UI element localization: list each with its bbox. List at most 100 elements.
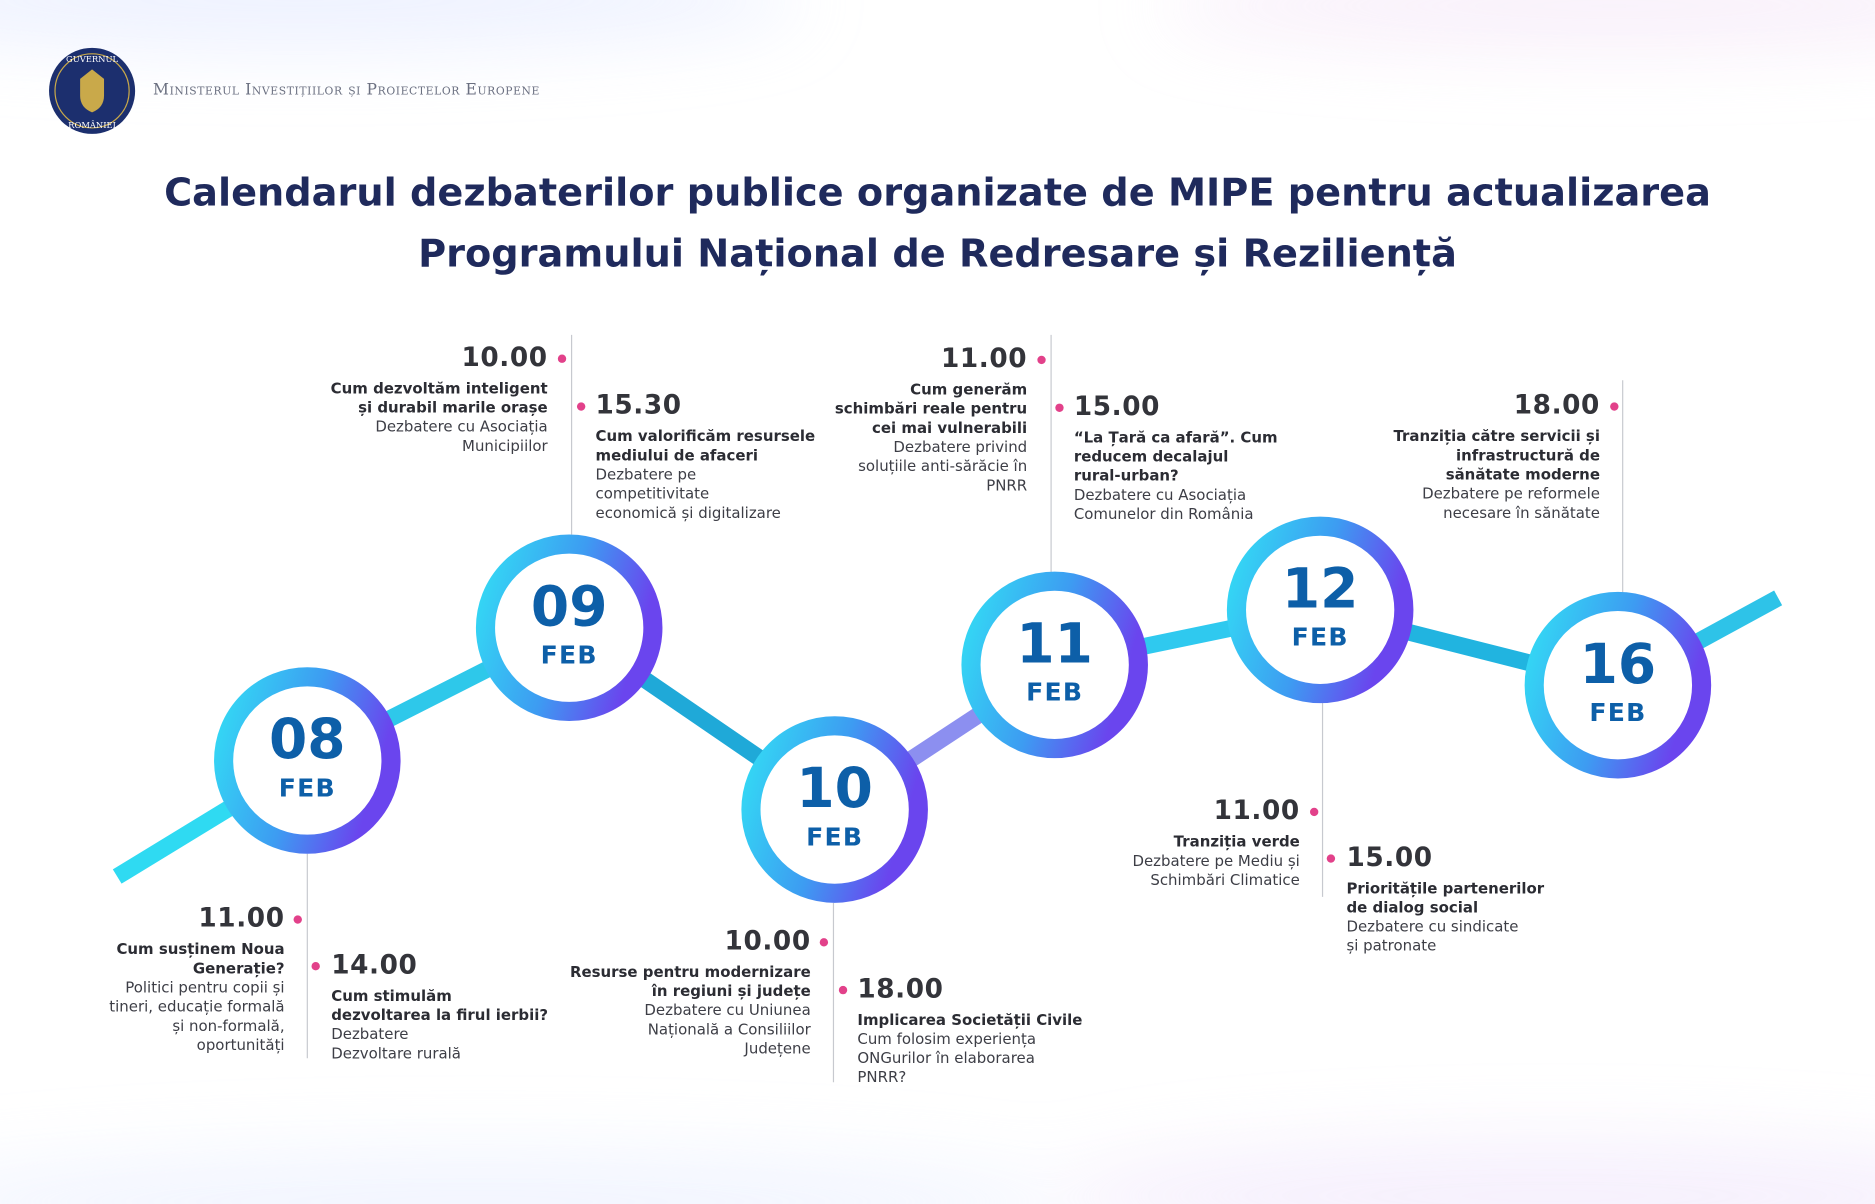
event-description: Comunelor din România <box>1073 504 1254 523</box>
event-description: Schimbări Climatice <box>1150 870 1300 889</box>
title-line: Programului Național de Redresare și Rez… <box>418 230 1457 277</box>
event: 10.00 Resurse pentru modernizare în regiun… <box>524 927 811 1059</box>
event-title: Implicarea Societății Civile <box>857 1010 1083 1029</box>
event-description: Națională a Consiliilor <box>647 1020 811 1038</box>
day-number: 08 <box>269 707 346 771</box>
day-month: FEB <box>279 773 336 802</box>
event-description: tineri, educație formală <box>109 997 285 1016</box>
event-title: Tranziția către servicii și <box>1393 426 1600 445</box>
event-time: 11.00 <box>1213 796 1300 827</box>
event-description: ONGurilor în elaborarea <box>857 1048 1035 1067</box>
event: 14.00 Cum stimulăm dezvoltarea la firul ie… <box>331 951 618 1063</box>
event-title: de dialog social <box>1346 898 1479 916</box>
event-title: infrastructură de <box>1456 446 1600 464</box>
event-title: Cum susținem Noua <box>116 939 285 958</box>
event-time: 10.00 <box>724 926 811 957</box>
day-number: 10 <box>796 756 873 820</box>
event: 15.00 “La Țară ca afară”. Cum reducem deca… <box>1074 392 1361 524</box>
logo-text: ROMÂNIEI <box>68 119 116 130</box>
page-title: Calendarul dezbaterilor publice organiza… <box>0 163 1875 285</box>
event-dot <box>1309 807 1319 817</box>
event-description: Dezbatere cu Uniunea <box>644 1000 811 1019</box>
event-time: 14.00 <box>331 950 418 981</box>
day-month: FEB <box>1589 698 1646 727</box>
event-title: reducem decalajul <box>1073 447 1229 466</box>
logo: GUVERNUL ROMÂNIEI <box>49 47 136 134</box>
event-description: Cum folosim experiența <box>857 1029 1037 1048</box>
event: 15.00 Prioritățile partenerilor de dialog … <box>1346 843 1633 955</box>
event: 18.00 Tranziția către servicii și infrastr… <box>1313 391 1600 523</box>
event-description: Dezbatere pe Mediu și <box>1132 851 1300 870</box>
title-line: Calendarul dezbaterilor publice organiza… <box>164 169 1711 216</box>
event-title: Prioritățile partenerilor <box>1346 878 1545 897</box>
event: 15.30 Cum valorificăm resursele mediului d… <box>596 391 883 523</box>
event-description: necesare în sănătate <box>1443 503 1600 522</box>
event-description: PNRR? <box>857 1067 907 1086</box>
event: 10.00 Cum dezvoltăm inteligent și durabil … <box>261 343 548 455</box>
event-description: Dezvoltare rurală <box>331 1043 461 1062</box>
event-dot <box>838 985 848 995</box>
event-time: 15.00 <box>1073 392 1161 423</box>
event-dot <box>1326 854 1336 863</box>
event-title: și durabil marile orașe <box>358 398 548 417</box>
event-time: 15.30 <box>595 391 682 421</box>
event-description: Dezbatere <box>331 1024 409 1043</box>
event-description: economică și digitalizare <box>595 503 781 522</box>
event-title: Resurse pentru modernizare <box>569 962 811 981</box>
event-dot <box>557 354 567 363</box>
ministry-name: Ministerul Investițiilor și Proiectelor … <box>153 81 541 100</box>
event-description: Municipiilor <box>462 436 548 455</box>
event-description: Dezbatere pe reformele <box>1422 484 1600 503</box>
event-time: 15.00 <box>1346 843 1433 873</box>
event-description: și non-formală, <box>172 1016 285 1035</box>
event-title: Generație? <box>192 959 285 977</box>
event-description: Dezbatere cu Asociația <box>1073 485 1247 504</box>
day-number: 16 <box>1580 632 1657 696</box>
day-month: FEB <box>806 822 863 851</box>
day-number: 11 <box>1016 611 1093 675</box>
event-title: rural-urban? <box>1073 466 1179 485</box>
day-month: FEB <box>541 641 598 670</box>
event-description: Dezbatere cu sindicate <box>1346 917 1519 936</box>
event: 11.00 Cum susținem Noua Generație? Politici… <box>0 904 285 1055</box>
day-ring <box>1524 591 1712 779</box>
event-dot <box>1055 403 1064 412</box>
event-title: sănătate moderne <box>1445 465 1600 484</box>
event-title: Cum dezvoltăm inteligent <box>330 379 548 398</box>
event-title: Cum generăm <box>910 380 1028 399</box>
day-number: 09 <box>531 574 608 638</box>
event-description: Dezbatere cu Asociația <box>375 417 548 436</box>
day-month: FEB <box>1026 678 1083 707</box>
day-ring <box>475 534 663 722</box>
event-dot <box>293 915 302 924</box>
event-dot <box>311 962 320 971</box>
event-title: dezvoltarea la firul ierbii? <box>331 1005 549 1024</box>
event-description: Politici pentru copii și <box>125 978 285 997</box>
event-description: Dezbatere privind <box>893 437 1028 456</box>
event-description: Dezbatere pe <box>595 465 697 484</box>
event-time: 11.00 <box>940 344 1028 375</box>
event-title: în regiuni și județe <box>651 981 811 1000</box>
event-title: mediului de afaceri <box>595 446 759 464</box>
event-description: oportunități <box>196 1035 285 1054</box>
event-time: 18.00 <box>1513 391 1600 421</box>
day-ring <box>741 716 928 903</box>
event: 18.00 Implicarea Societății Civile Cum fol… <box>857 975 1144 1087</box>
event-dot <box>819 938 829 947</box>
event-dot <box>1610 402 1619 411</box>
event: 11.00 Cum generăm schimbări reale pentru ce… <box>740 344 1027 495</box>
event-description: și patronate <box>1346 936 1437 955</box>
event-time: 11.00 <box>198 904 285 934</box>
event-title: “La Țară ca afară”. Cum <box>1073 428 1278 447</box>
day-ring <box>214 667 401 854</box>
day-ring <box>961 571 1148 759</box>
event-description: PNRR <box>986 475 1028 494</box>
event-title: Cum stimulăm <box>331 986 452 1005</box>
event-dot <box>1037 355 1046 365</box>
